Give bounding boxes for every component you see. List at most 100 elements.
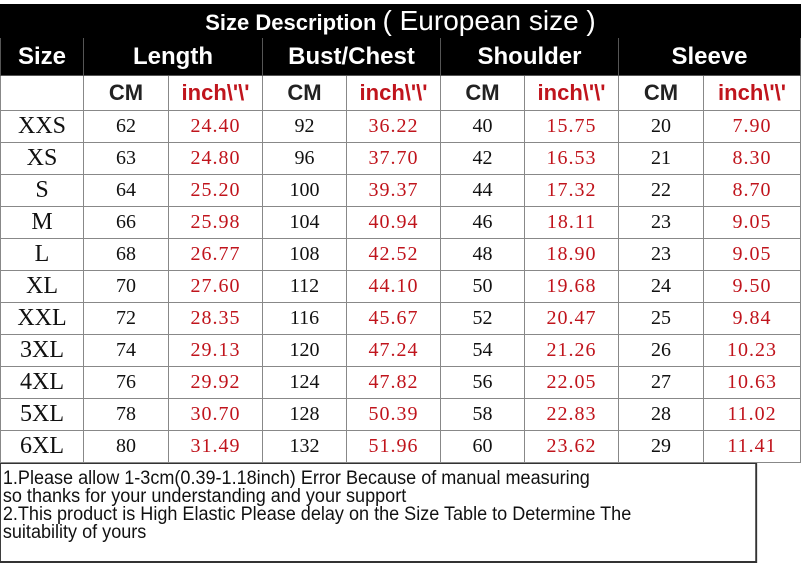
table-row: XS 63 24.80 96 37.70 42 16.53 21 8.30 xyxy=(0,142,801,175)
table-title: Size Description ( European size ) xyxy=(0,4,801,38)
inch-cell: 25.98 xyxy=(168,206,263,239)
inch-cell: 44.10 xyxy=(346,270,441,303)
inch-cell: 7.90 xyxy=(703,110,801,143)
inch-cell: 24.40 xyxy=(168,110,263,143)
inch-cell: 22.05 xyxy=(524,366,619,399)
cm-cell: 21 xyxy=(618,142,704,175)
cm-cell: 22 xyxy=(618,174,704,207)
cm-cell: 50 xyxy=(440,270,525,303)
table-row: 6XL 80 31.49 132 51.96 60 23.62 29 11.41 xyxy=(0,430,801,463)
inch-cell: 42.52 xyxy=(346,238,441,271)
notes: 1.Please allow 1-3cm(0.39-1.18inch) Erro… xyxy=(0,463,758,563)
title-row: Size Description ( European size ) xyxy=(0,4,801,38)
inch-cell: 9.84 xyxy=(703,302,801,335)
cm-cell: 112 xyxy=(262,270,347,303)
inch-cell: 9.05 xyxy=(703,206,801,239)
unit-cm: CM xyxy=(618,75,704,111)
size-cell: XL xyxy=(0,270,84,303)
header-sleeve: Sleeve xyxy=(618,37,801,76)
unit-row: CM inch\'\' CM inch\'\' CM inch\'\' CM inch\'\' xyxy=(0,75,801,111)
cm-cell: 25 xyxy=(618,302,704,335)
table-row: 4XL 76 29.92 124 47.82 56 22.05 27 10.63 xyxy=(0,366,801,399)
cm-cell: 64 xyxy=(83,174,169,207)
cm-cell: 70 xyxy=(83,270,169,303)
table-row: XXL 72 28.35 116 45.67 52 20.47 25 9.84 xyxy=(0,302,801,335)
note-line: 2.This product is High Elastic Please de… xyxy=(2,504,632,525)
inch-cell: 28.35 xyxy=(168,302,263,335)
size-cell: XXL xyxy=(0,302,84,335)
inch-cell: 25.20 xyxy=(168,174,263,207)
size-cell: S xyxy=(0,174,84,207)
inch-cell: 23.62 xyxy=(524,430,619,463)
cm-cell: 24 xyxy=(618,270,704,303)
inch-cell: 31.49 xyxy=(168,430,263,463)
header-bust: Bust/Chest xyxy=(262,37,441,76)
table-row: 3XL 74 29.13 120 47.24 54 21.26 26 10.23 xyxy=(0,334,801,367)
cm-cell: 63 xyxy=(83,142,169,175)
cm-cell: 72 xyxy=(83,302,169,335)
inch-cell: 51.96 xyxy=(346,430,441,463)
inch-cell: 40.94 xyxy=(346,206,441,239)
cm-cell: 116 xyxy=(262,302,347,335)
cm-cell: 120 xyxy=(262,334,347,367)
inch-cell: 27.60 xyxy=(168,270,263,303)
inch-cell: 39.37 xyxy=(346,174,441,207)
table-row: M 66 25.98 104 40.94 46 18.11 23 9.05 xyxy=(0,206,801,239)
table-row: 5XL 78 30.70 128 50.39 58 22.83 28 11.02 xyxy=(0,398,801,431)
inch-cell: 47.24 xyxy=(346,334,441,367)
cm-cell: 40 xyxy=(440,110,525,143)
size-cell: XS xyxy=(0,142,84,175)
size-chart: Size Description ( European size ) Size … xyxy=(0,4,801,563)
table-row: XL 70 27.60 112 44.10 50 19.68 24 9.50 xyxy=(0,270,801,303)
inch-cell: 47.82 xyxy=(346,366,441,399)
cm-cell: 29 xyxy=(618,430,704,463)
unit-cm: CM xyxy=(440,75,525,111)
inch-cell: 29.92 xyxy=(168,366,263,399)
inch-cell: 30.70 xyxy=(168,398,263,431)
header-row: Size Length Bust/Chest Shoulder Sleeve xyxy=(0,37,801,76)
inch-cell: 36.22 xyxy=(346,110,441,143)
inch-cell: 8.30 xyxy=(703,142,801,175)
header-length: Length xyxy=(83,37,263,76)
size-cell: XXS xyxy=(0,110,84,143)
cm-cell: 60 xyxy=(440,430,525,463)
inch-cell: 18.90 xyxy=(524,238,619,271)
inch-cell: 11.02 xyxy=(703,398,801,431)
inch-cell: 29.13 xyxy=(168,334,263,367)
cm-cell: 28 xyxy=(618,398,704,431)
inch-cell: 9.50 xyxy=(703,270,801,303)
cm-cell: 66 xyxy=(83,206,169,239)
cm-cell: 46 xyxy=(440,206,525,239)
inch-cell: 10.23 xyxy=(703,334,801,367)
inch-cell: 37.70 xyxy=(346,142,441,175)
unit-inch: inch\'\' xyxy=(346,75,441,111)
cm-cell: 48 xyxy=(440,238,525,271)
header-size: Size xyxy=(0,37,84,76)
cm-cell: 92 xyxy=(262,110,347,143)
cm-cell: 58 xyxy=(440,398,525,431)
inch-cell: 16.53 xyxy=(524,142,619,175)
table-row: S 64 25.20 100 39.37 44 17.32 22 8.70 xyxy=(0,174,801,207)
size-cell: 5XL xyxy=(0,398,84,431)
cm-cell: 23 xyxy=(618,206,704,239)
inch-cell: 19.68 xyxy=(524,270,619,303)
inch-cell: 15.75 xyxy=(524,110,619,143)
cm-cell: 78 xyxy=(83,398,169,431)
inch-cell: 21.26 xyxy=(524,334,619,367)
cm-cell: 104 xyxy=(262,206,347,239)
unit-cm: CM xyxy=(83,75,169,111)
cm-cell: 62 xyxy=(83,110,169,143)
cm-cell: 96 xyxy=(262,142,347,175)
cm-cell: 56 xyxy=(440,366,525,399)
cm-cell: 26 xyxy=(618,334,704,367)
cm-cell: 124 xyxy=(262,366,347,399)
header-shoulder: Shoulder xyxy=(440,37,619,76)
cm-cell: 132 xyxy=(262,430,347,463)
inch-cell: 8.70 xyxy=(703,174,801,207)
cm-cell: 128 xyxy=(262,398,347,431)
inch-cell: 22.83 xyxy=(524,398,619,431)
cm-cell: 74 xyxy=(83,334,169,367)
table-row: XXS 62 24.40 92 36.22 40 15.75 20 7.90 xyxy=(0,110,801,143)
unit-blank xyxy=(0,75,84,111)
inch-cell: 50.39 xyxy=(346,398,441,431)
